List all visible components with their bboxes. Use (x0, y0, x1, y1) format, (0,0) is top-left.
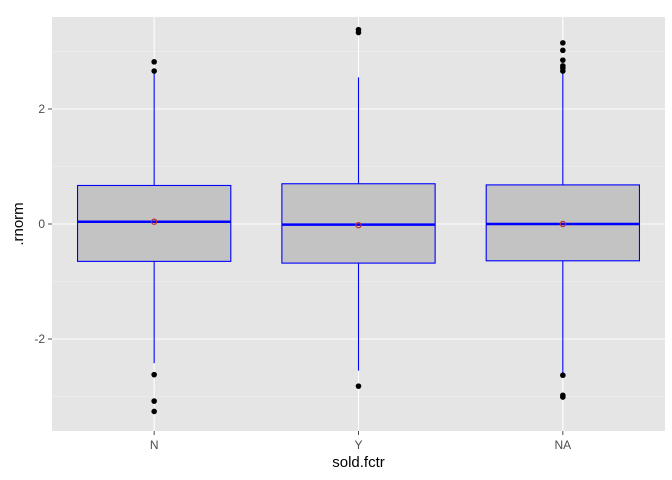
boxes-layer (76, 68, 641, 375)
x-tick-label: Y (354, 438, 362, 452)
y-axis: -2 0 2 (34, 102, 52, 346)
y-tick-label: 2 (38, 102, 45, 116)
x-tick-label: NA (554, 438, 571, 452)
outlier-point (355, 26, 362, 33)
outlier-point (560, 394, 566, 400)
y-axis-title: .rnorm (10, 202, 27, 245)
outlier-point (560, 57, 566, 63)
y-tick-label: -2 (34, 332, 45, 346)
mean-marker (355, 221, 362, 229)
x-axis-title: sold.fctr (332, 454, 385, 471)
box-iqr (76, 184, 232, 262)
x-axis: N Y NA (150, 431, 571, 452)
outliers-layer (151, 26, 566, 415)
outlier-point (560, 372, 566, 379)
outlier-point (560, 63, 566, 69)
mean-markers-layer (150, 218, 567, 229)
outlier-point (151, 68, 157, 74)
mean-marker (150, 218, 158, 225)
outlier-point (560, 40, 566, 46)
y-tick-label: 0 (38, 217, 45, 231)
outlier-point (151, 59, 157, 65)
outlier-point (355, 383, 362, 389)
outlier-point (151, 398, 157, 404)
outlier-point (151, 408, 157, 415)
mean-marker (559, 220, 567, 228)
x-tick-label: N (150, 438, 159, 452)
outlier-point (151, 371, 157, 378)
outlier-point (560, 47, 566, 54)
